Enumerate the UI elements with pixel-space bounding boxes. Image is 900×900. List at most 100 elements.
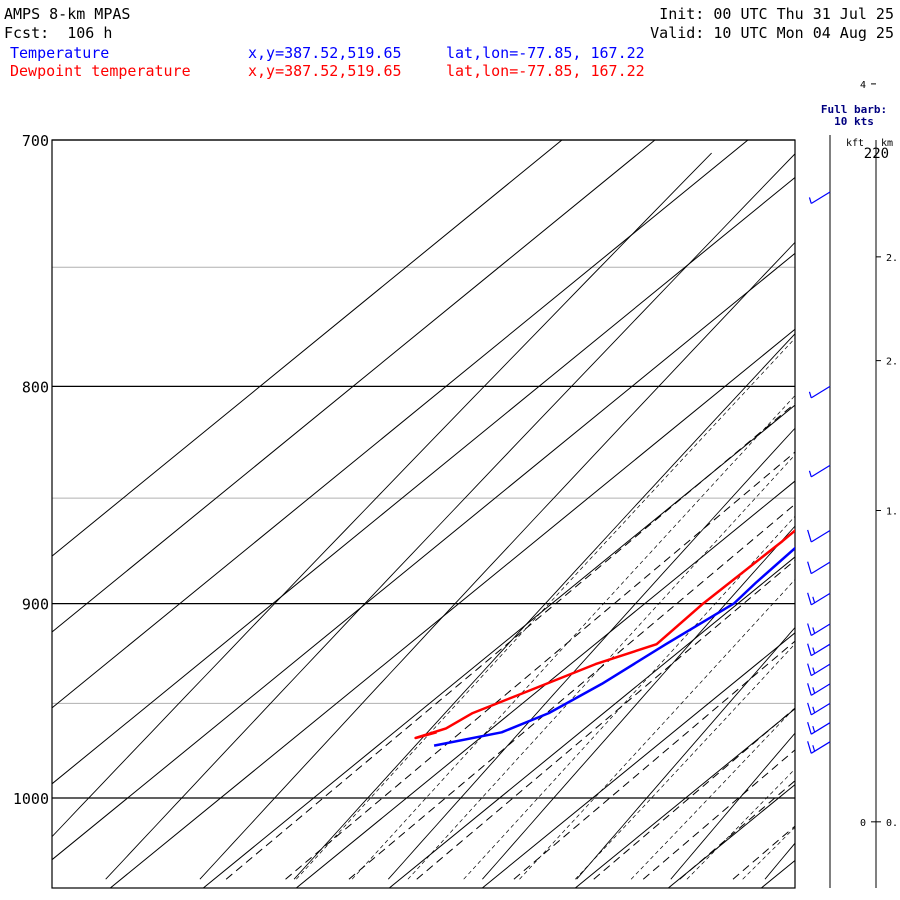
init-time: Init: 00 UTC Thu 31 Jul 25 [659, 5, 894, 23]
forecast-hour: Fcst: 106 h [4, 24, 113, 42]
wind-barb-shaft [810, 643, 831, 657]
wind-barb-flag [807, 683, 812, 696]
mixing-ratio-line [416, 559, 795, 880]
isotherm-line [109, 328, 795, 888]
wind-barb-flag [812, 627, 816, 634]
wind-barb-shaft [810, 663, 831, 677]
wind-barb [808, 191, 831, 204]
isotherm-line [574, 708, 795, 888]
kft-tick-label: 4 [860, 80, 866, 91]
isotherm-line [52, 140, 563, 557]
wind-barb [807, 592, 831, 606]
dry-adiabat-line [52, 152, 712, 838]
wind-barb-shaft [810, 592, 831, 606]
wind-barb-flag [807, 663, 812, 676]
wind-barb [807, 702, 831, 716]
mixing-ratio-line [348, 503, 795, 880]
km-tick-label: 0. [886, 818, 898, 829]
wind-barb-flag [812, 725, 816, 733]
isotherm-line [52, 140, 656, 633]
temperature-xy: x,y=387.52,519.65 [248, 44, 402, 62]
isotherm-line [760, 859, 795, 888]
isotherm-line [202, 404, 795, 888]
dewpoint-profile-line [414, 529, 795, 740]
wind-barb [807, 722, 831, 735]
wind-barb-shaft [810, 741, 831, 754]
wind-barb-flag [808, 197, 812, 204]
wind-barb [807, 663, 831, 677]
wind-barb-shaft [810, 385, 831, 399]
moist-adiabat-line [686, 768, 795, 880]
dewpoint-legend: Dewpoint temperature [10, 62, 191, 80]
wind-barb-flag [807, 623, 812, 636]
wind-barb-shaft [810, 722, 831, 735]
km-tick-label: 1. [886, 507, 898, 518]
wind-barb-flag [807, 529, 812, 543]
wind-barb-flag [807, 643, 812, 656]
barb-legend-line2: 10 kts [834, 115, 874, 128]
wind-barb-flag [812, 687, 816, 694]
moist-adiabat-line [407, 454, 795, 880]
wind-barb [807, 529, 831, 543]
moist-adiabat-line [351, 395, 795, 880]
temperature-latlon: lat,lon=-77.85, 167.22 [446, 44, 645, 62]
mixing-ratio-line [285, 451, 795, 880]
wind-barb-flag [812, 596, 816, 603]
wind-barb-flag [807, 741, 812, 754]
wind-barb-flag [812, 667, 816, 674]
wind-barb [808, 464, 831, 478]
isotherm-line [388, 556, 795, 888]
dewpoint-xy: x,y=387.52,519.65 [248, 62, 402, 80]
wind-barb-flag [807, 592, 812, 606]
dry-adiabat-line [764, 842, 795, 880]
wind-barb-shaft [810, 529, 831, 543]
isotherm-line [52, 140, 749, 709]
pressure-tick-label: 1000 [13, 790, 49, 808]
mixing-ratio-line [225, 402, 795, 880]
moist-adiabat-line [296, 337, 795, 880]
kft-tick-label: 0 [860, 818, 866, 829]
wind-barb-shaft [810, 702, 831, 716]
mixing-ratio-line [513, 640, 795, 880]
km-axis-label: km [881, 138, 893, 149]
temperature-profile-line [433, 546, 795, 747]
model-title: AMPS 8-km MPAS [4, 5, 131, 23]
wind-barb [807, 561, 831, 575]
wind-barb [807, 683, 831, 696]
dry-adiabat-line [670, 732, 795, 880]
km-tick-label: 2. [886, 253, 898, 264]
wind-barb-flag [812, 647, 816, 654]
temperature-legend: Temperature [10, 44, 110, 62]
wind-barb-shaft [810, 683, 831, 696]
dry-adiabat-line [576, 626, 795, 880]
wind-barb-shaft [810, 561, 831, 575]
wind-barb [807, 623, 831, 637]
dry-adiabat-line [387, 427, 795, 880]
moist-adiabat-line [519, 578, 795, 880]
wind-barb [808, 385, 831, 399]
wind-barb [807, 741, 831, 754]
isotherm-line [481, 632, 795, 888]
mixing-ratio-line [593, 707, 795, 880]
kft-axis-label: kft [846, 138, 864, 149]
mixing-ratio-line [679, 780, 795, 880]
wind-barb-shaft [810, 623, 831, 637]
wind-barb-shaft [810, 464, 831, 478]
dry-adiabat-line [199, 241, 795, 880]
valid-time: Valid: 10 UTC Mon 04 Aug 25 [650, 24, 894, 42]
wind-barb-shaft [810, 191, 831, 204]
mixing-ratio-line [642, 749, 795, 880]
wind-barb-flag [812, 706, 816, 713]
dewpoint-latlon: lat,lon=-77.85, 167.22 [446, 62, 645, 80]
dry-adiabat-line [482, 525, 795, 880]
moist-adiabat-line [799, 140, 900, 879]
moist-adiabat-line [463, 515, 795, 880]
isotherm-line [295, 480, 795, 888]
barb-legend-line1: Full barb: [821, 103, 887, 116]
wind-barb-flag [807, 561, 812, 574]
dry-adiabat-line [105, 153, 795, 880]
pressure-tick-label: 800 [22, 378, 49, 396]
plot-frame [51, 139, 796, 889]
wind-barb [807, 643, 831, 657]
